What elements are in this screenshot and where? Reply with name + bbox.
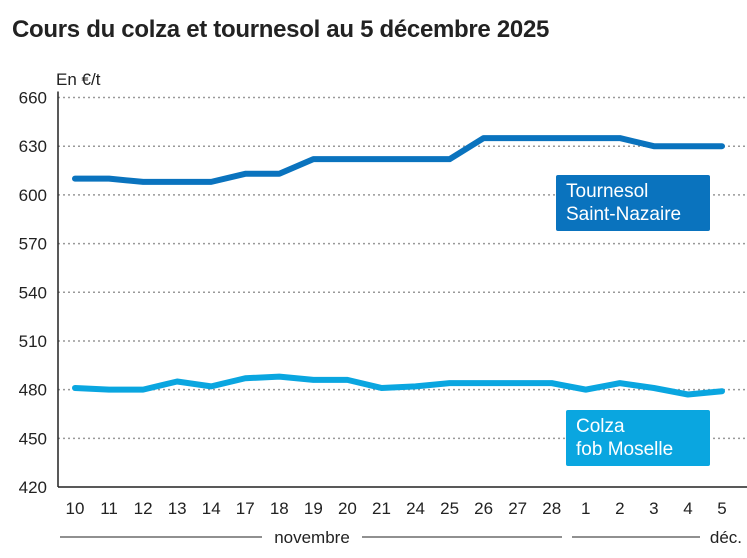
y-tick-label: 630: [19, 137, 47, 156]
x-tick-label: 21: [372, 499, 391, 518]
x-tick-label: 25: [440, 499, 459, 518]
y-tick-label: 540: [19, 283, 47, 302]
x-tick-label: 10: [66, 499, 85, 518]
x-tick-label: 1: [581, 499, 590, 518]
series-label-text: Colza: [576, 416, 625, 437]
x-tick-label: 11: [100, 499, 118, 518]
x-tick-label: 18: [270, 499, 289, 518]
x-tick-label: 5: [717, 499, 726, 518]
y-tick-label: 600: [19, 186, 47, 205]
x-tick-label: 2: [615, 499, 624, 518]
y-tick-label: 570: [19, 235, 47, 254]
chart-title: Cours du colza et tournesol au 5 décembr…: [12, 16, 550, 43]
x-tick-label: 27: [508, 499, 527, 518]
x-tick-label: 24: [406, 499, 425, 518]
series-label-text: fob Moselle: [576, 439, 673, 460]
series-label-box: [566, 410, 710, 466]
y-axis-label: En €/t: [56, 70, 101, 89]
x-tick-label: 19: [304, 499, 323, 518]
month-label-dec: déc.: [710, 528, 742, 547]
y-tick-label: 420: [19, 478, 47, 497]
month-label-novembre: novembre: [274, 528, 350, 547]
x-tick-label: 13: [168, 499, 187, 518]
y-tick-label: 480: [19, 381, 47, 400]
y-tick-label: 510: [19, 332, 47, 351]
series-label-text: Tournesol: [566, 181, 648, 202]
x-tick-label: 20: [338, 499, 357, 518]
series-label-text: Saint-Nazaire: [566, 204, 681, 225]
x-tick-label: 4: [683, 499, 692, 518]
x-tick-label: 17: [236, 499, 255, 518]
y-tick-label: 660: [19, 89, 47, 108]
x-tick-label: 14: [202, 499, 221, 518]
x-tick-label: 28: [542, 499, 561, 518]
y-tick-label: 450: [19, 429, 47, 448]
x-tick-label: 26: [474, 499, 493, 518]
series-line-tournesol: [72, 135, 725, 185]
series-line-colza: [72, 373, 725, 398]
x-tick-label: 12: [134, 499, 153, 518]
series-label-box: [556, 175, 710, 231]
x-tick-label: 3: [649, 499, 658, 518]
